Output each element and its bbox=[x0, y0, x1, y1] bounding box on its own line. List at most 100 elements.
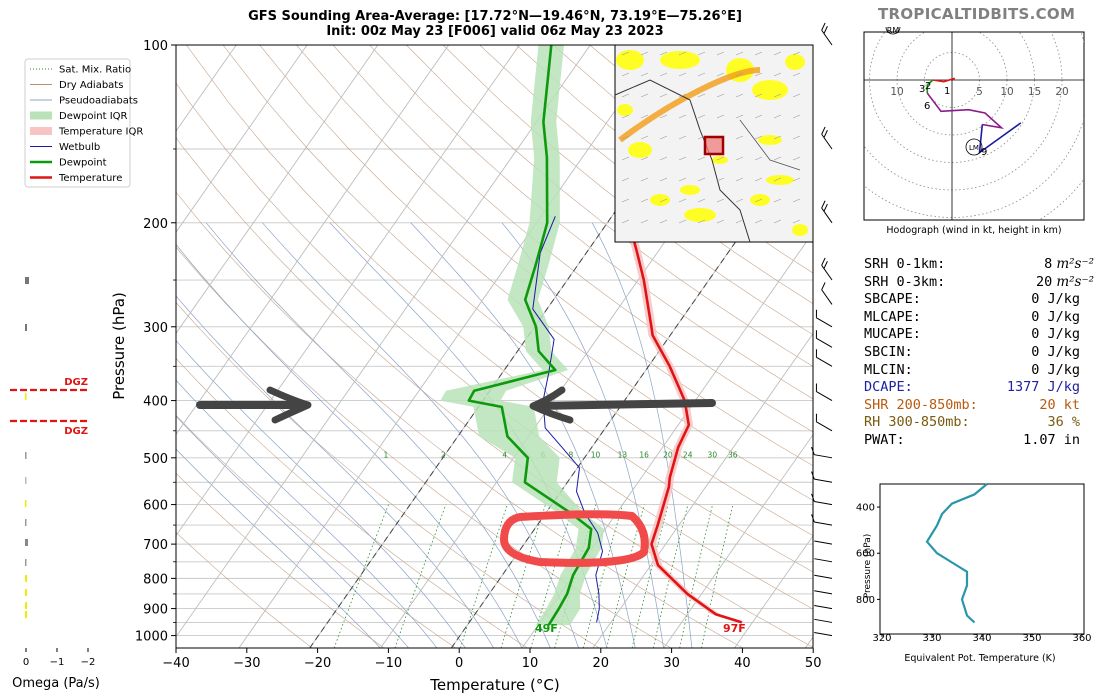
hodograph-caption: Hodograph (wind in kt, height in km) bbox=[886, 225, 1061, 236]
dry-adiabat bbox=[479, 45, 813, 305]
map-wind-arrow bbox=[621, 114, 630, 119]
hodograph-segment bbox=[932, 77, 956, 83]
wind-barb bbox=[811, 514, 833, 526]
map-wind-arrow bbox=[678, 156, 687, 161]
y-tick-label: 700 bbox=[143, 538, 168, 553]
map-wind-arrow bbox=[640, 156, 649, 161]
mixing-ratio-label: 8 bbox=[568, 451, 573, 460]
precip-area bbox=[792, 224, 808, 236]
map-wind-arrow bbox=[773, 135, 782, 140]
legend-label: Pseudoadiabats bbox=[59, 96, 138, 107]
chart-title: GFS Sounding Area-Average: [17.72°N—19.4… bbox=[180, 9, 810, 39]
pseudoadiabat bbox=[501, 222, 664, 648]
map-wind-arrow bbox=[792, 177, 801, 182]
mixing-ratio-line bbox=[631, 504, 669, 648]
y-tick-label: 100 bbox=[143, 39, 168, 54]
stat-label: SBCIN: bbox=[864, 343, 913, 360]
map-wind-arrow bbox=[640, 198, 649, 203]
map-wind-arrow bbox=[716, 198, 725, 203]
map-wind-arrow bbox=[754, 219, 763, 224]
map-wind-arrow bbox=[735, 51, 744, 56]
dry-adiabat bbox=[296, 45, 813, 467]
x-tick-label: 30 bbox=[663, 656, 680, 671]
hodograph-segment bbox=[926, 92, 1005, 130]
omega-mark bbox=[25, 477, 27, 484]
mixing-ratio-label: 30 bbox=[708, 451, 718, 460]
legend-label: Dry Adiabats bbox=[59, 80, 123, 91]
dewpoint-iqr-band bbox=[440, 45, 604, 626]
map-wind-arrow bbox=[716, 219, 725, 224]
mixing-ratio-label: 2 bbox=[441, 451, 446, 460]
mixing-ratio-line bbox=[500, 504, 546, 648]
map-wind-arrow bbox=[754, 114, 763, 119]
stat-value: 1377 J/kg bbox=[1006, 379, 1080, 396]
legend-label: Dewpoint bbox=[59, 158, 107, 169]
omega-mark bbox=[25, 589, 27, 596]
hodograph-rm-label: RM bbox=[887, 26, 900, 35]
dry-adiabat bbox=[406, 45, 813, 367]
omega-mark bbox=[25, 539, 28, 546]
map-wind-arrow bbox=[773, 177, 782, 182]
legend-label: Wetbulb bbox=[59, 142, 100, 153]
legend-label: Dewpoint IQR bbox=[59, 111, 128, 122]
map-wind-arrow bbox=[792, 135, 801, 140]
hodograph-ring-label: 10 bbox=[890, 86, 903, 98]
stat-unit: m²s⁻² bbox=[1056, 273, 1094, 290]
wind-barb bbox=[821, 257, 833, 281]
map-wind-arrow bbox=[659, 219, 668, 224]
mixing-ratio-label: 16 bbox=[639, 451, 649, 460]
site-logo: TROPICALTIDBITS.COM bbox=[878, 5, 1076, 23]
legend: Sat. Mix. Ratio Dry Adiabats Pseudoadiabat… bbox=[24, 58, 143, 188]
map-wind-arrow bbox=[697, 177, 706, 182]
pseudoadiabat bbox=[205, 222, 551, 648]
omega-mark bbox=[25, 519, 27, 526]
theta-e-profile bbox=[925, 483, 988, 624]
theta-e-x-tick-label: 320 bbox=[872, 633, 891, 644]
legend-frame bbox=[24, 58, 131, 188]
precip-area bbox=[680, 185, 700, 195]
stat-row: DCAPE: 1377 J/kg bbox=[864, 379, 1094, 397]
dry-adiabat bbox=[176, 531, 313, 648]
map-wind-arrow bbox=[735, 135, 744, 140]
wind-barb bbox=[821, 22, 833, 46]
isotherm-line bbox=[176, 45, 449, 436]
dry-adiabat bbox=[442, 45, 813, 336]
isotherm-line bbox=[0, 45, 24, 648]
map-wind-arrow bbox=[754, 135, 763, 140]
map-wind-arrow bbox=[792, 72, 801, 77]
hodograph-ring-label: 20 bbox=[1055, 86, 1068, 98]
y-tick-label: 400 bbox=[143, 395, 168, 410]
omega-tick-label: 0 bbox=[23, 657, 29, 668]
map-wind-arrow bbox=[697, 51, 706, 56]
stat-label: RH 300-850mb: bbox=[864, 414, 970, 431]
lm-marker bbox=[965, 138, 983, 156]
omega-tick-label: −2 bbox=[81, 657, 96, 668]
stat-row: SBCIN: 0 J/kg bbox=[864, 344, 1094, 362]
dry-adiabat bbox=[176, 414, 456, 648]
map-wind-arrow bbox=[621, 135, 630, 140]
omega-mark bbox=[25, 611, 27, 618]
hodograph-frame bbox=[863, 31, 1085, 221]
stat-label: SBCAPE: bbox=[864, 291, 921, 308]
coastline bbox=[689, 99, 751, 243]
map-wind-arrow bbox=[659, 93, 668, 98]
map-wind-arrow bbox=[697, 219, 706, 224]
precip-area bbox=[712, 156, 728, 164]
stat-row: SRH 0-3km: 20 m²s⁻² bbox=[864, 274, 1094, 292]
map-wind-arrow bbox=[678, 93, 687, 98]
omega-panel: 0 −1 −2 Omega (Pa/s) DGZ DGZ bbox=[10, 277, 100, 691]
map-wind-arrow bbox=[716, 51, 725, 56]
omega-mark bbox=[25, 602, 27, 609]
mixing-ratio-label: 24 bbox=[683, 451, 693, 460]
theta-e-x-tick-label: 340 bbox=[972, 633, 991, 644]
hodograph-height-label: 1 bbox=[944, 86, 950, 97]
map-wind-arrow bbox=[792, 93, 801, 98]
x-tick-label: −40 bbox=[162, 656, 189, 671]
map-wind-arrow bbox=[773, 219, 782, 224]
map-wind-arrow bbox=[735, 177, 744, 182]
isotherm-line bbox=[238, 45, 662, 648]
omega-mark bbox=[25, 500, 27, 507]
wind-barb bbox=[814, 618, 833, 623]
stat-value: 0 J/kg bbox=[1031, 361, 1080, 378]
wind-barb bbox=[815, 383, 833, 402]
